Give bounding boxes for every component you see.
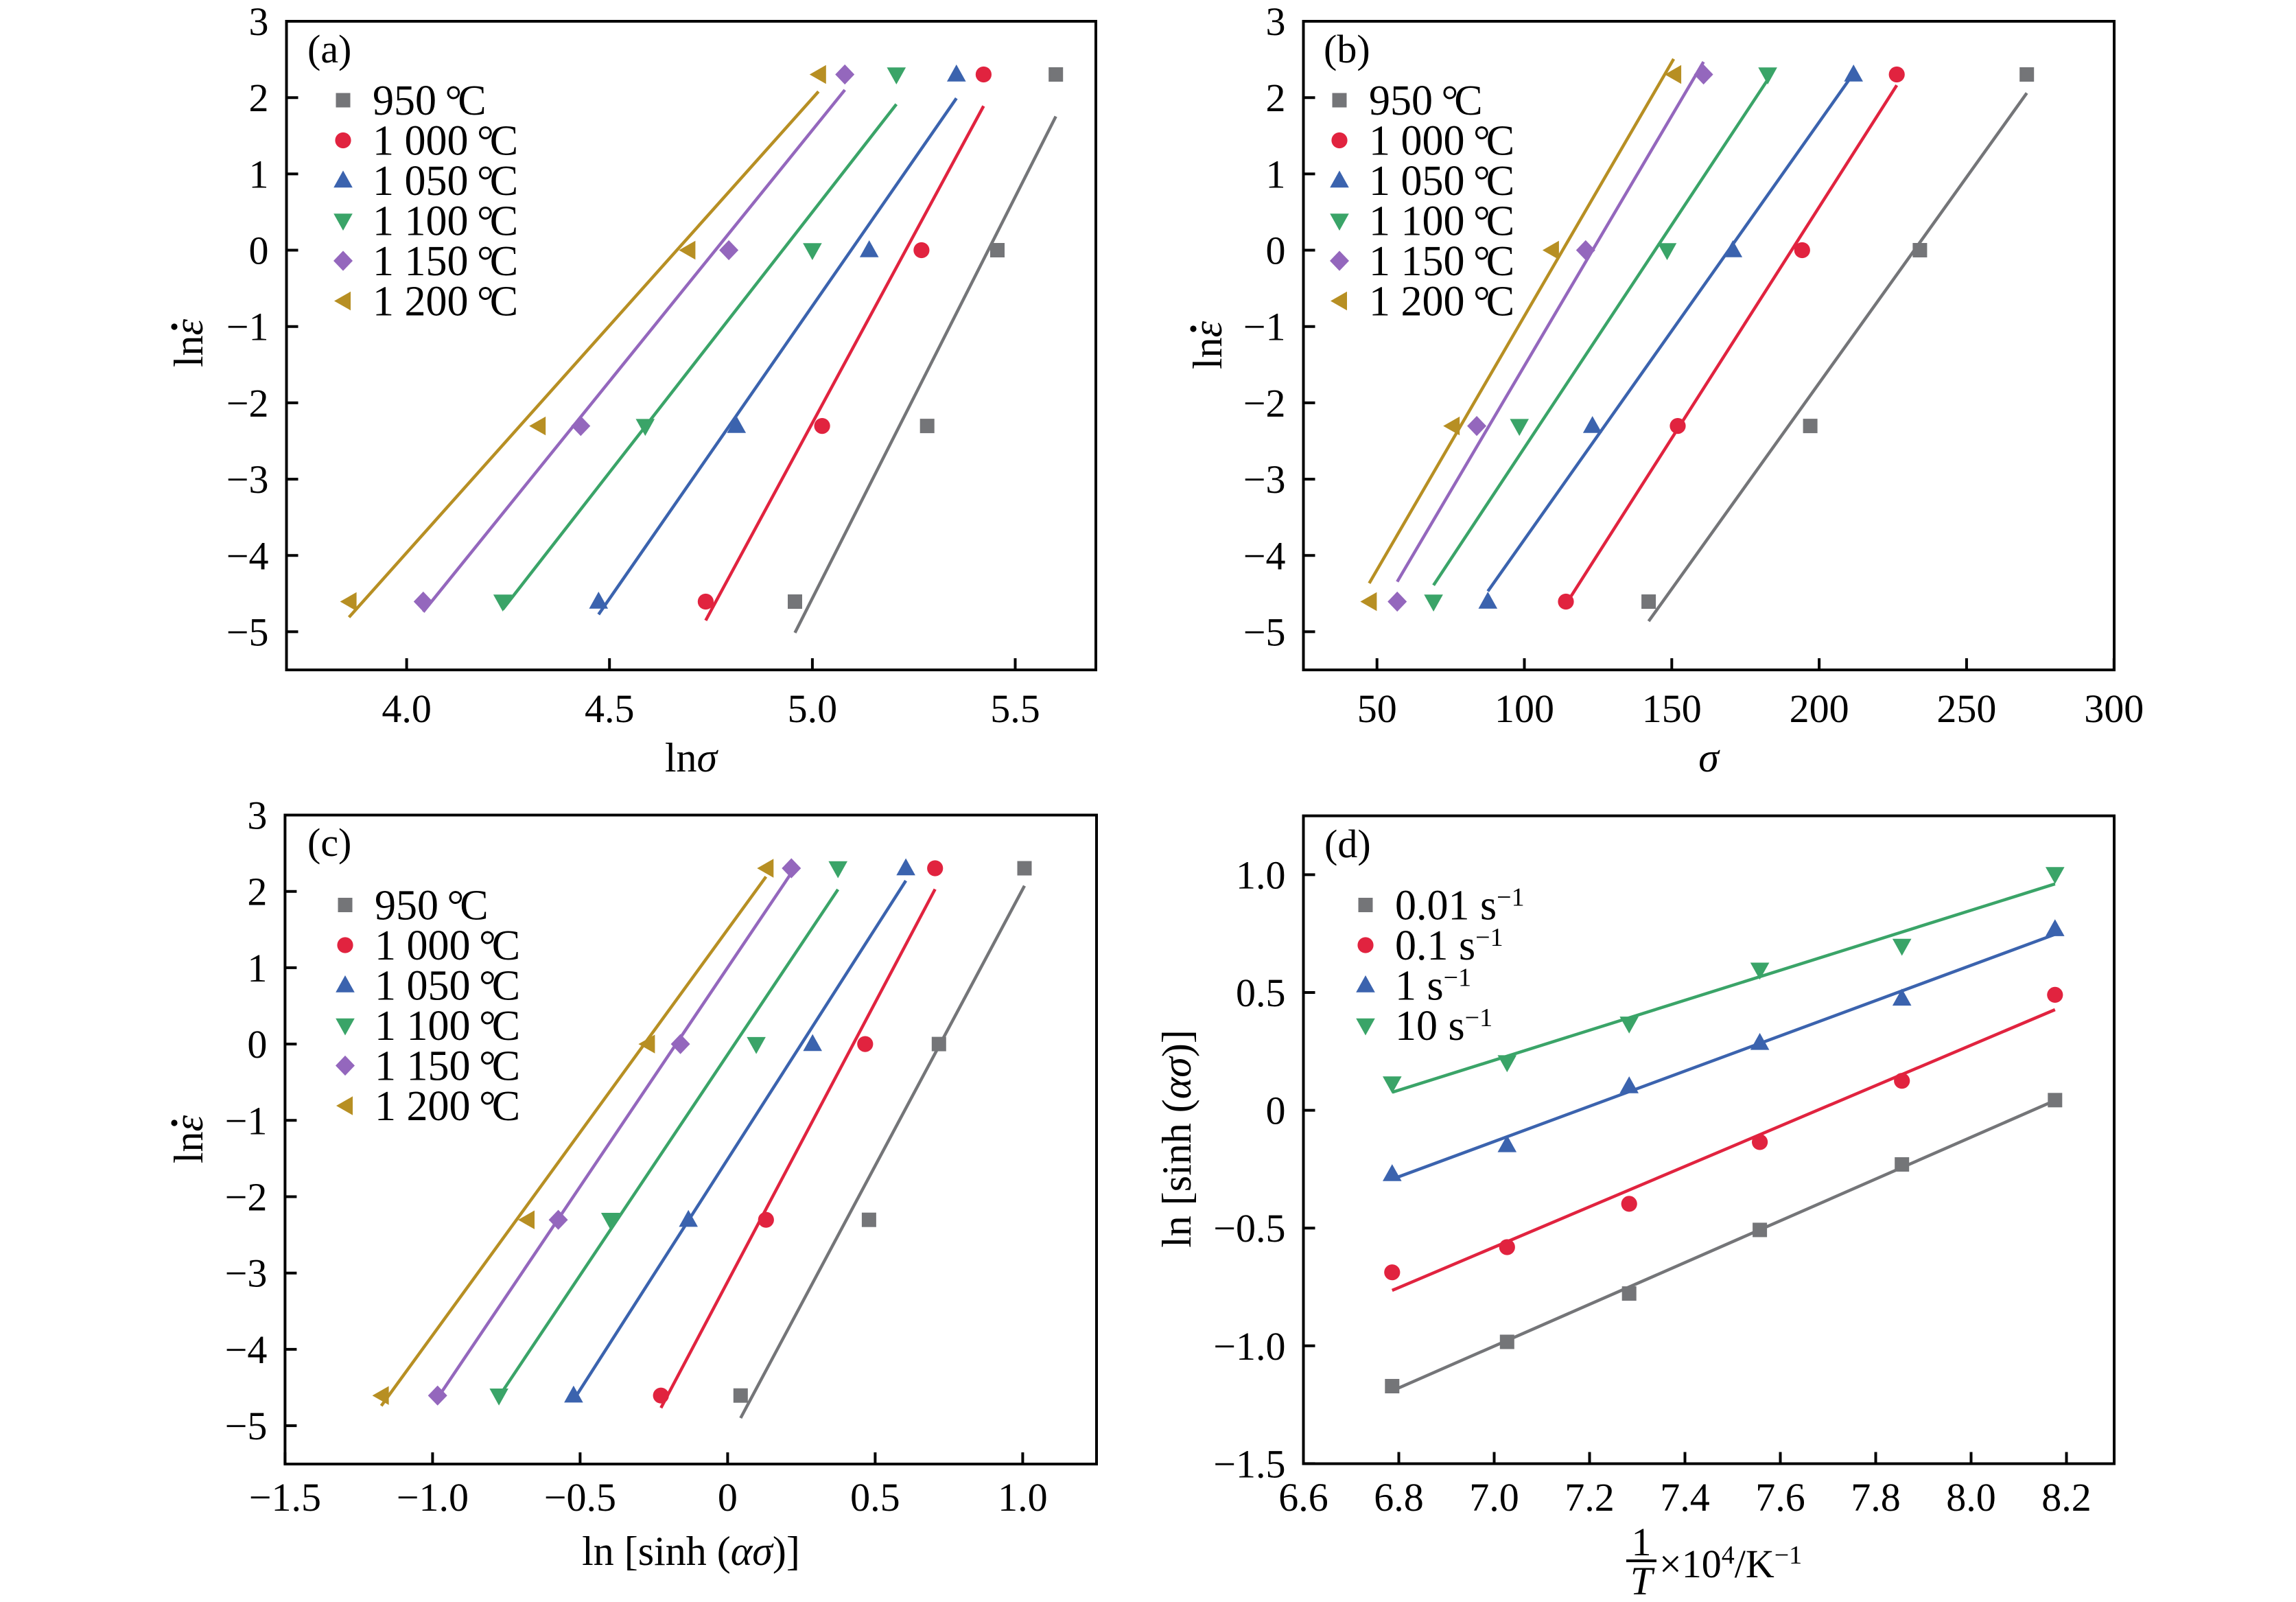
- svg-text:1: 1: [1632, 1520, 1652, 1564]
- svg-text:950 °C: 950 °C: [375, 883, 489, 929]
- svg-text:−0.5: −0.5: [1213, 1206, 1285, 1251]
- svg-text:1 150 °C: 1 150 °C: [373, 238, 518, 285]
- svg-text:−4: −4: [225, 1327, 268, 1372]
- svg-text:1 200 °C: 1 200 °C: [373, 279, 518, 325]
- svg-text:2: 2: [249, 76, 269, 120]
- svg-text:1 050 °C: 1 050 °C: [373, 158, 518, 205]
- svg-text:−3: −3: [226, 457, 269, 502]
- svg-text:2: 2: [247, 870, 267, 914]
- svg-text:300: 300: [2084, 686, 2144, 731]
- svg-text:−5: −5: [1243, 610, 1286, 654]
- svg-text:1 100 °C: 1 100 °C: [373, 198, 518, 245]
- svg-text:2: 2: [1266, 76, 1286, 120]
- svg-text:7.4: 7.4: [1660, 1475, 1710, 1520]
- svg-text:50: 50: [1357, 686, 1397, 731]
- svg-text:5.5: 5.5: [990, 686, 1040, 731]
- svg-text:0.5: 0.5: [1236, 971, 1286, 1015]
- svg-text:3: 3: [1266, 0, 1286, 44]
- svg-text:(c): (c): [307, 820, 351, 865]
- svg-text:−1.5: −1.5: [1213, 1441, 1285, 1486]
- svg-text:5.0: 5.0: [788, 686, 838, 731]
- svg-text:1 000 °C: 1 000 °C: [373, 118, 518, 165]
- svg-text:(a): (a): [307, 27, 351, 71]
- svg-text:1 050 °C: 1 050 °C: [1369, 158, 1514, 205]
- svg-text:lnε: lnε: [1185, 321, 1230, 369]
- svg-text:1: 1: [1266, 152, 1286, 196]
- svg-text:−1.0: −1.0: [1213, 1324, 1285, 1369]
- svg-text:8.0: 8.0: [1946, 1475, 1996, 1520]
- svg-text:0: 0: [1266, 229, 1286, 273]
- svg-text:−3: −3: [225, 1251, 268, 1296]
- svg-text:7.6: 7.6: [1755, 1475, 1805, 1520]
- svg-text:−4: −4: [1243, 533, 1286, 578]
- svg-text:250: 250: [1936, 686, 1996, 731]
- svg-text:−2: −2: [1243, 381, 1286, 426]
- svg-text:(d): (d): [1324, 822, 1371, 866]
- svg-text:0: 0: [1266, 1089, 1286, 1133]
- svg-text:1 000 °C: 1 000 °C: [1369, 118, 1514, 165]
- svg-text:6.8: 6.8: [1374, 1475, 1424, 1520]
- svg-text:ln [sinh (ασ)]: ln [sinh (ασ)]: [1154, 1030, 1199, 1248]
- svg-text:7.8: 7.8: [1851, 1475, 1901, 1520]
- svg-text:150: 150: [1642, 686, 1702, 731]
- svg-text:0: 0: [718, 1475, 738, 1520]
- svg-text:1.0: 1.0: [1236, 852, 1286, 897]
- svg-text:1 150 °C: 1 150 °C: [375, 1043, 520, 1090]
- svg-text:1.0: 1.0: [998, 1475, 1048, 1520]
- svg-text:7.0: 7.0: [1469, 1475, 1519, 1520]
- svg-text:−2: −2: [226, 381, 269, 426]
- svg-text:−1: −1: [1243, 305, 1286, 349]
- svg-text:3: 3: [249, 0, 269, 44]
- svg-text:σ: σ: [1698, 735, 1720, 780]
- svg-text:4.0: 4.0: [382, 686, 432, 731]
- svg-text:−1.0: −1.0: [397, 1475, 469, 1520]
- svg-text:950 °C: 950 °C: [373, 78, 487, 124]
- svg-text:950 °C: 950 °C: [1369, 78, 1483, 124]
- svg-text:4.5: 4.5: [585, 686, 635, 731]
- svg-text:1 200 °C: 1 200 °C: [1369, 279, 1514, 325]
- svg-text:8.2: 8.2: [2041, 1475, 2092, 1520]
- svg-text:(b): (b): [1324, 27, 1370, 71]
- svg-text:−5: −5: [226, 610, 269, 654]
- svg-text:0: 0: [249, 229, 269, 273]
- svg-text:0: 0: [247, 1022, 267, 1067]
- svg-text:1 100 °C: 1 100 °C: [375, 1003, 520, 1049]
- svg-text:6.6: 6.6: [1278, 1475, 1328, 1520]
- svg-text:0.5: 0.5: [850, 1475, 900, 1520]
- svg-text:ln [sinh (ασ)]: ln [sinh (ασ)]: [582, 1529, 800, 1574]
- svg-text:1 000 °C: 1 000 °C: [375, 922, 520, 969]
- svg-text:−5: −5: [225, 1404, 268, 1448]
- svg-text:1: 1: [247, 946, 267, 990]
- svg-text:1 150 °C: 1 150 °C: [1369, 238, 1514, 285]
- svg-text:T: T: [1630, 1559, 1655, 1602]
- svg-text:−4: −4: [226, 533, 269, 578]
- svg-text:−1: −1: [225, 1098, 268, 1143]
- svg-text:−0.5: −0.5: [544, 1475, 616, 1520]
- svg-text:3: 3: [247, 793, 267, 838]
- svg-text:1 050 °C: 1 050 °C: [375, 963, 520, 1010]
- svg-text:1 200 °C: 1 200 °C: [375, 1083, 520, 1130]
- svg-text:−2: −2: [225, 1175, 268, 1220]
- svg-text:7.2: 7.2: [1565, 1475, 1615, 1520]
- svg-text:−3: −3: [1243, 457, 1286, 502]
- svg-text:1: 1: [249, 152, 269, 196]
- svg-text:1 100 °C: 1 100 °C: [1369, 198, 1514, 245]
- svg-text:100: 100: [1495, 686, 1554, 731]
- svg-text:−1.5: −1.5: [249, 1475, 321, 1520]
- svg-text:200: 200: [1790, 686, 1849, 731]
- svg-text:lnσ: lnσ: [665, 735, 719, 780]
- svg-text:−1: −1: [226, 305, 269, 349]
